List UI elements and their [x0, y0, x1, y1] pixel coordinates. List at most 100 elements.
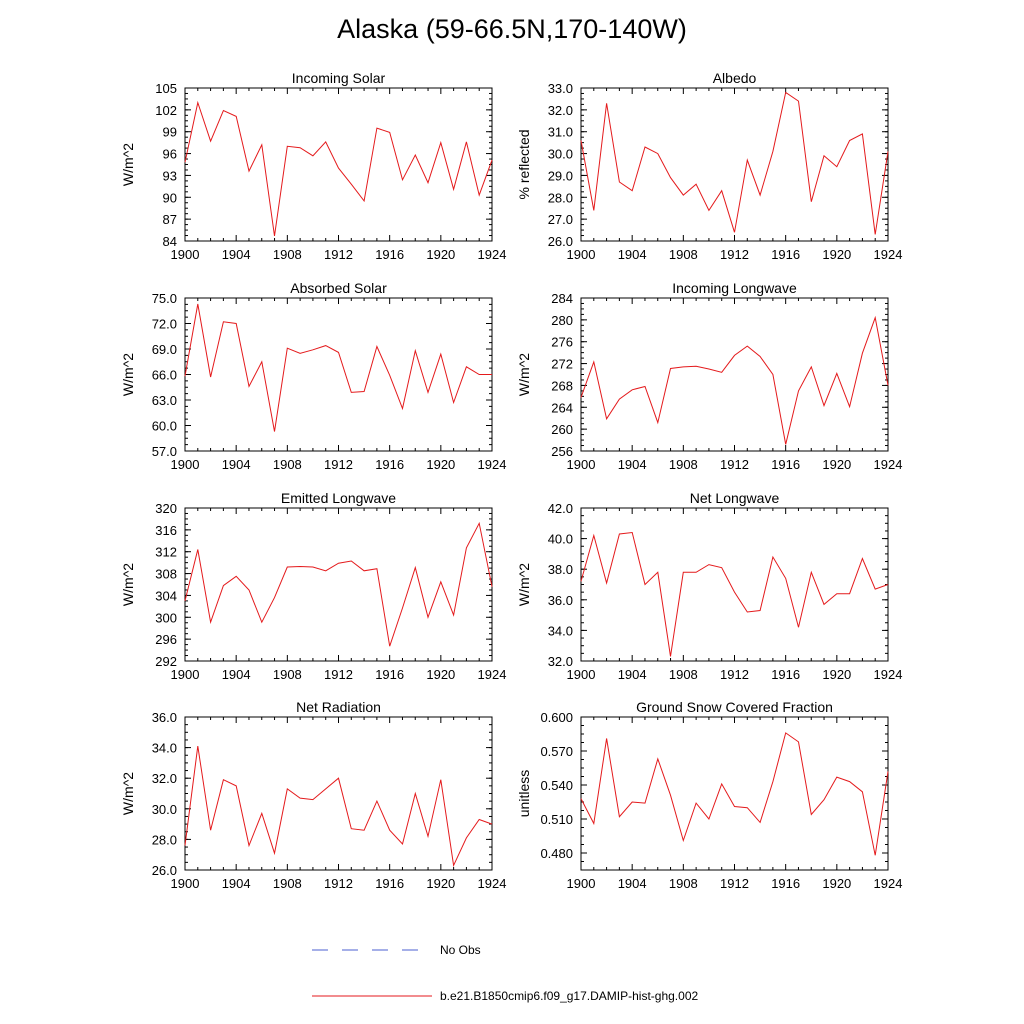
y-tick-label: 268	[551, 378, 573, 393]
y-tick-label: 272	[551, 357, 573, 372]
x-tick-label: 1908	[669, 876, 698, 891]
y-tick-label: 42.0	[548, 501, 573, 516]
x-tick-label: 1908	[273, 457, 302, 472]
x-tick-label: 1908	[273, 667, 302, 682]
x-tick-label: 1920	[822, 457, 851, 472]
x-tick-label: 1920	[822, 247, 851, 262]
y-tick-label: 0.570	[540, 744, 573, 759]
plot-frame	[580, 297, 889, 452]
y-axis-label: unitless	[516, 770, 532, 817]
y-tick-label: 69.0	[152, 342, 177, 357]
y-axis-label: W/m^2	[516, 563, 532, 606]
x-tick-label: 1912	[324, 457, 353, 472]
x-tick-label: 1920	[822, 667, 851, 682]
x-tick-label: 1912	[720, 457, 749, 472]
y-tick-label: 26.0	[152, 863, 177, 878]
x-tick-label: 1912	[720, 667, 749, 682]
y-tick-label: 34.0	[152, 741, 177, 756]
panel-albedo: Albedo % reflected 1900 1904 1908 1912 1916 192…	[516, 70, 902, 262]
y-tick-label: 30.0	[152, 802, 177, 817]
x-tick-label: 1924	[874, 667, 903, 682]
x-tick-label: 1924	[478, 876, 507, 891]
y-tick-label: 87	[163, 212, 177, 227]
x-tick-label: 1904	[222, 667, 251, 682]
x-tick-label: 1904	[222, 247, 251, 262]
y-tick-label: 36.0	[548, 593, 573, 608]
y-tick-label: 31.0	[548, 125, 573, 140]
y-tick-label: 33.0	[548, 81, 573, 96]
panel-incoming-longwave: Incoming Longwave W/m^2 1900 1904 1908 1912 19…	[516, 280, 902, 472]
y-tick-label: 99	[163, 125, 177, 140]
x-tick-label: 1916	[771, 247, 800, 262]
panel-net-longwave: Net Longwave W/m^2 1900 1904 1908 1912 1916 192…	[516, 490, 902, 682]
y-tick-label: 256	[551, 444, 573, 459]
x-tick-label: 1900	[567, 247, 596, 262]
x-tick-label: 1908	[273, 247, 302, 262]
x-tick-label: 1924	[478, 457, 507, 472]
x-tick-label: 1916	[375, 876, 404, 891]
x-tick-label: 1924	[874, 247, 903, 262]
x-tick-label: 1916	[375, 457, 404, 472]
x-tick-label: 1912	[720, 247, 749, 262]
x-tick-label: 1900	[171, 247, 200, 262]
x-tick-label: 1904	[222, 457, 251, 472]
y-tick-label: 0.540	[540, 778, 573, 793]
y-axis-label: W/m^2	[516, 353, 532, 396]
y-tick-label: 296	[155, 632, 177, 647]
y-tick-label: 0.510	[540, 812, 573, 827]
panel-emitted-longwave: Emitted Longwave W/m^2 1900 1904 1908 1912 191…	[120, 490, 506, 682]
plot-frame	[580, 507, 889, 662]
y-tick-label: 0.600	[540, 710, 573, 725]
x-tick-label: 1916	[771, 457, 800, 472]
y-tick-label: 29.0	[548, 168, 573, 183]
y-tick-label: 36.0	[152, 710, 177, 725]
panel-incoming-solar: Incoming Solar W/m^2 1900 1904 1908 1912 1916 1…	[120, 70, 506, 262]
y-tick-label: 66.0	[152, 368, 177, 383]
x-tick-label: 1920	[426, 457, 455, 472]
series-line-incoming-solar	[184, 100, 493, 236]
y-tick-label: 57.0	[152, 444, 177, 459]
y-tick-label: 102	[155, 103, 177, 118]
panel-title: Incoming Longwave	[672, 280, 797, 296]
x-tick-label: 1908	[669, 247, 698, 262]
series-line-absorbed-solar	[184, 303, 492, 432]
series-line-net-radiation	[184, 746, 493, 868]
y-tick-label: 84	[163, 234, 177, 249]
x-tick-label: 1900	[171, 667, 200, 682]
y-tick-label: 93	[163, 168, 177, 183]
y-tick-label: 75.0	[152, 291, 177, 306]
y-tick-label: 96	[163, 147, 177, 162]
x-tick-label: 1916	[771, 667, 800, 682]
y-tick-label: 32.0	[548, 654, 573, 669]
y-tick-label: 292	[155, 654, 177, 669]
panel-title: Emitted Longwave	[281, 490, 396, 506]
panel-title: Albedo	[713, 70, 757, 86]
x-tick-label: 1904	[618, 247, 647, 262]
series-line-emitted-longwave	[184, 521, 493, 647]
series-line-albedo	[580, 91, 889, 235]
y-axis-label: W/m^2	[120, 353, 136, 396]
y-tick-label: 27.0	[548, 212, 573, 227]
y-tick-label: 105	[155, 81, 177, 96]
y-tick-label: 312	[155, 545, 177, 560]
y-axis-label: % reflected	[516, 129, 532, 199]
x-tick-label: 1908	[669, 457, 698, 472]
y-tick-label: 300	[155, 610, 177, 625]
panel-title: Net Longwave	[690, 490, 780, 506]
x-tick-label: 1908	[669, 667, 698, 682]
y-tick-label: 28.0	[548, 190, 573, 205]
x-tick-label: 1912	[324, 667, 353, 682]
panel-net-radiation: Net Radiation W/m^2 1900 1904 1908 1912 1916 19…	[120, 699, 506, 891]
x-tick-label: 1900	[567, 667, 596, 682]
y-tick-label: 72.0	[152, 317, 177, 332]
panel-absorbed-solar: Absorbed Solar W/m^2 1900 1904 1908 1912 1916 1…	[120, 280, 506, 472]
plot-frame	[580, 87, 889, 242]
series-line-net-longwave	[580, 531, 889, 657]
x-tick-label: 1920	[426, 876, 455, 891]
y-tick-label: 32.0	[548, 103, 573, 118]
x-tick-label: 1924	[874, 876, 903, 891]
plot-frame	[184, 507, 493, 662]
y-tick-label: 63.0	[152, 393, 177, 408]
y-axis-label: W/m^2	[120, 563, 136, 606]
